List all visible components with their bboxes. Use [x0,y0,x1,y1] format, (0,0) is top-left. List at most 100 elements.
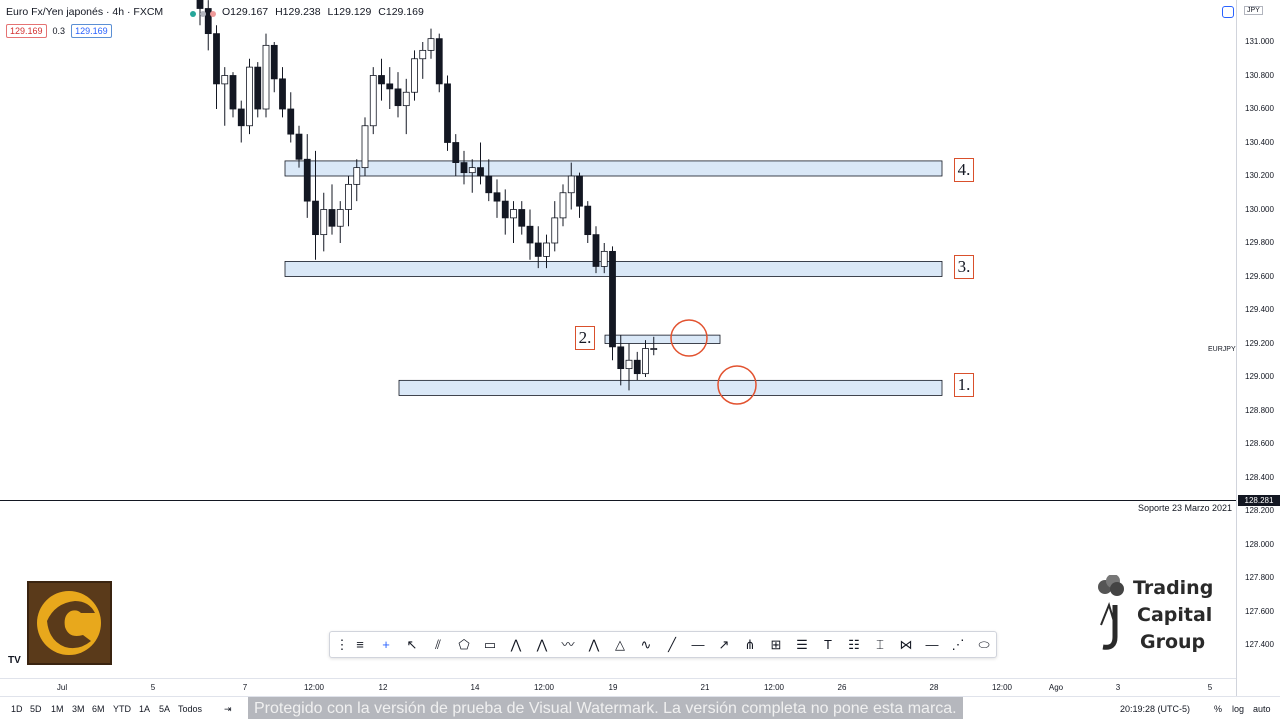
zone-rect-4[interactable] [284,160,943,177]
candle-up [468,167,476,174]
price-tick: 127.400 [1245,640,1274,649]
candle-up [551,217,559,244]
price-tick: 130.200 [1245,171,1274,180]
price-tick: 130.800 [1245,70,1274,80]
ray-icon[interactable]: ↗ [718,637,730,652]
spread-value: 0.3 [52,26,66,36]
candle-down [477,167,484,177]
range-5d[interactable]: 5D [30,704,42,714]
time-tick: 5 [150,683,156,692]
time-tick: 28 [929,683,939,692]
price-tick: 127.800 [1245,573,1274,582]
price-chart[interactable] [0,0,1236,678]
zone-rect-1[interactable] [398,379,943,396]
clock[interactable]: 20:19:28 (UTC-5) [1120,704,1191,714]
time-tick: Jul [56,683,68,692]
candle-down [204,8,212,35]
time-tick: 12:00 [763,683,785,692]
tradingview-logo[interactable]: TV [8,655,21,666]
horizontal-line-icon[interactable]: — [925,637,939,652]
price-tick: 128.200 [1245,506,1274,515]
candle-up [419,49,427,60]
candle-up [650,348,658,350]
price-tick: 128.000 [1245,539,1274,549]
goto-date-icon[interactable]: ⇥ [224,704,232,714]
candle-up [402,91,410,107]
candle-down [295,133,303,160]
range-1d[interactable]: 1D [11,704,23,714]
candle-up [567,175,575,194]
drag-handle-icon[interactable]: ⋮ [335,637,349,652]
support-line[interactable] [0,500,1236,501]
range-all[interactable]: Todos [178,704,203,714]
ellipse-icon[interactable]: ⬭ [978,637,990,652]
candle-down [394,88,402,107]
fib-channel-icon[interactable]: ☷ [848,637,860,652]
price-tick: 128.400 [1245,472,1274,482]
candle-up [427,38,435,51]
xabcd-pattern-icon[interactable]: ⋀ [510,637,522,652]
candle-down [444,83,451,143]
range-ytd[interactable]: YTD [113,704,131,714]
gann-icon[interactable]: ⊞ [770,637,782,652]
candle-up [543,242,550,257]
candle-down [378,75,385,85]
auto-toggle[interactable]: auto [1253,704,1271,714]
eagle-logo [27,581,112,665]
polygon-icon[interactable]: ⬠ [458,637,470,652]
candle-up [510,209,517,219]
triangle-pattern-icon[interactable]: △ [615,637,625,652]
arrow-cursor-icon[interactable]: ↖ [406,637,418,652]
range-1a[interactable]: 1A [139,704,151,714]
symbol-tag: EURJPY [1208,346,1236,353]
measure-icon[interactable]: ⌶ [876,637,884,652]
candle-down [213,33,220,85]
candle-down [633,359,641,375]
range-6m[interactable]: 6M [92,704,105,714]
zone-label-2: 2. [575,326,595,350]
fib-retracement-icon[interactable]: ☰ [796,637,808,652]
buy-price-button[interactable]: 129.169 [71,24,112,38]
candle-up [600,250,608,267]
log-toggle[interactable]: log [1232,704,1245,714]
candle-down [609,250,616,348]
projection-icon[interactable]: ⋈ [899,637,913,652]
sell-price-button[interactable]: 129.169 [6,24,47,38]
candle-down [196,0,204,9]
range-3m[interactable]: 3M [72,704,85,714]
zone-label-4: 4. [954,158,974,182]
time-axis[interactable]: Jul 5 7 12:00 12 14 12:00 19 21 12:00 26 28 12:00 Ago… [0,678,1236,696]
pitchfork-icon[interactable]: ⋔ [744,637,756,652]
candle-up [246,66,253,127]
time-tick: 14 [470,683,480,692]
wave-pattern-icon[interactable]: 〰 [561,637,575,652]
crosshair-icon[interactable]: + [382,637,390,652]
candle-up [369,75,377,127]
abcd-pattern-icon[interactable]: ⋀ [536,637,548,652]
time-tick: 12:00 [533,683,555,692]
range-1m[interactable]: 1M [51,704,64,714]
curve-icon[interactable]: ∿ [640,637,652,652]
candle-down [254,66,262,110]
candle-down [312,200,319,236]
time-tick: 19 [608,683,618,692]
candle-down [237,108,245,127]
symbol-title[interactable]: Euro Fx/Yen japonés · 4h · FXCM [6,6,164,18]
currency-tag[interactable]: JPY [1244,6,1263,15]
trend-line-icon[interactable]: ╱ [668,637,676,652]
range-5a[interactable]: 5A [159,704,171,714]
zone-rect-2[interactable] [604,334,721,344]
text-icon[interactable]: T [824,637,832,652]
rectangle-icon[interactable]: ▭ [483,637,497,652]
percent-toggle[interactable]: % [1214,704,1223,714]
horizontal-lines-icon[interactable]: ≡ [356,637,364,652]
price-tick: 129.600 [1245,271,1274,281]
price-axis[interactable]: 128.281 131.000 130.800 130.600 130.400 130.… [1236,0,1280,696]
channel-icon[interactable]: ⫽ [435,637,441,652]
zone-label-1: 1. [954,373,974,397]
price-tick: 129.400 [1245,305,1274,314]
forecast-icon[interactable]: ⋰ [951,637,965,652]
head-shoulders-icon[interactable]: ⋀ [588,637,600,652]
settings-square-icon[interactable] [1222,6,1234,18]
horizontal-ray-icon[interactable]: — [691,637,705,652]
